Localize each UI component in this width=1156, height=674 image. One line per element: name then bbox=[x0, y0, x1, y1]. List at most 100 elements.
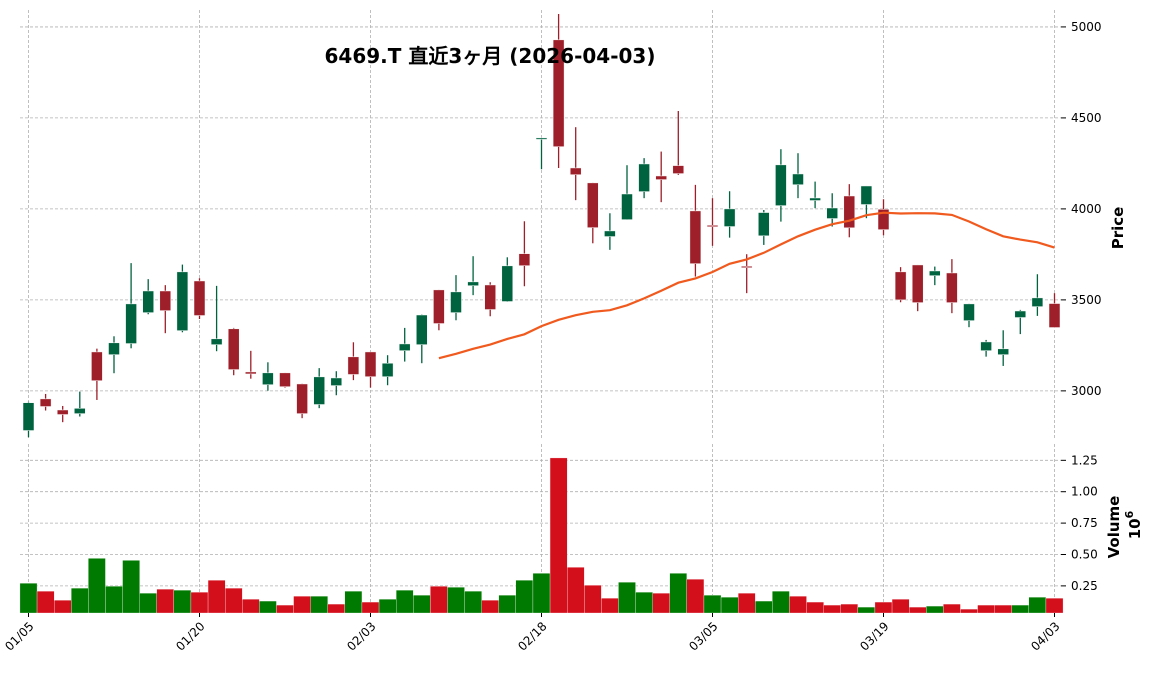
volume-tick-label: 1.25 bbox=[1071, 453, 1098, 467]
candle-body bbox=[296, 383, 308, 414]
candle bbox=[313, 368, 325, 409]
candle bbox=[125, 263, 137, 349]
volume-bar bbox=[293, 596, 311, 614]
candle-body bbox=[1014, 310, 1027, 318]
candle bbox=[416, 314, 428, 364]
volume-bar bbox=[139, 593, 157, 614]
candle-body bbox=[552, 39, 565, 147]
volume-bar bbox=[19, 583, 38, 614]
volume-bar bbox=[720, 597, 739, 614]
candle bbox=[980, 339, 992, 357]
candle bbox=[672, 110, 685, 175]
candle-body bbox=[860, 185, 873, 205]
volume-bar bbox=[344, 591, 363, 614]
candle-body bbox=[689, 210, 702, 264]
candle bbox=[364, 351, 377, 388]
candle bbox=[792, 153, 804, 199]
price-tick-label: 4500 bbox=[1071, 111, 1102, 125]
candle-body bbox=[262, 372, 274, 385]
volume-bar bbox=[703, 595, 722, 614]
volume-bar bbox=[310, 596, 328, 614]
x-tick-label: 03/05 bbox=[686, 619, 720, 653]
candle bbox=[210, 285, 223, 352]
candle bbox=[91, 348, 103, 400]
candle-body bbox=[22, 402, 35, 431]
candle bbox=[826, 193, 838, 227]
volume-bar bbox=[105, 586, 123, 614]
candle-body bbox=[501, 265, 514, 302]
candle-body bbox=[56, 409, 69, 415]
candle-body bbox=[245, 371, 257, 375]
candle-body bbox=[911, 264, 924, 303]
candle bbox=[963, 303, 975, 328]
candle bbox=[843, 184, 856, 238]
candle bbox=[227, 327, 240, 376]
volume-bar bbox=[960, 608, 978, 614]
volume-bar bbox=[430, 586, 448, 614]
candle-body bbox=[997, 348, 1009, 355]
candle bbox=[860, 185, 873, 219]
volume-bar bbox=[156, 588, 175, 614]
candle bbox=[706, 198, 719, 246]
candle-body bbox=[227, 328, 240, 370]
candle bbox=[1031, 274, 1044, 316]
candle bbox=[740, 254, 753, 294]
candle-body bbox=[330, 377, 343, 386]
candle-body bbox=[159, 290, 172, 311]
candle bbox=[587, 182, 599, 244]
candle-body bbox=[569, 167, 582, 175]
volume-bar bbox=[652, 593, 670, 614]
candle-body bbox=[347, 356, 360, 375]
volume-bar bbox=[54, 600, 72, 614]
volume-bar bbox=[549, 457, 568, 614]
volume-bar bbox=[823, 604, 841, 614]
candle bbox=[484, 282, 496, 317]
volume-bar bbox=[173, 589, 192, 614]
candle-body bbox=[877, 209, 890, 230]
candle-body bbox=[467, 281, 479, 286]
candle-body bbox=[1031, 297, 1044, 307]
volume-bar bbox=[567, 567, 585, 614]
candle-body bbox=[193, 280, 206, 316]
volume-bar bbox=[618, 582, 636, 614]
candle-body bbox=[91, 351, 103, 381]
candle-body bbox=[398, 343, 411, 351]
candle-body bbox=[416, 314, 428, 345]
volume-bar bbox=[242, 599, 260, 614]
candle bbox=[56, 405, 69, 423]
volume-bar bbox=[36, 591, 55, 614]
candle bbox=[929, 266, 941, 286]
price-tick-label: 4000 bbox=[1071, 202, 1102, 216]
volume-bar bbox=[481, 600, 499, 614]
volume-bar bbox=[909, 606, 927, 614]
volume-bar bbox=[977, 604, 995, 614]
candle-body bbox=[142, 290, 154, 313]
volume-bar bbox=[1028, 597, 1047, 614]
candle-body bbox=[740, 265, 753, 268]
candle bbox=[877, 199, 890, 236]
candle bbox=[655, 151, 667, 203]
x-tick-label: 01/20 bbox=[173, 619, 207, 653]
candle-body bbox=[826, 207, 838, 219]
volume-bar bbox=[515, 580, 534, 614]
volume-offset-base: 10 bbox=[1126, 518, 1144, 539]
candle bbox=[296, 383, 308, 419]
candle-body bbox=[433, 289, 445, 324]
candle bbox=[398, 327, 411, 362]
candle bbox=[108, 336, 120, 374]
volume-bar bbox=[464, 591, 482, 614]
candle bbox=[22, 401, 35, 438]
candle-body bbox=[125, 303, 137, 344]
candle-body bbox=[210, 338, 223, 345]
candle bbox=[552, 14, 565, 168]
chart-title: 6469.T 直近3ヶ月 (2026-04-03) bbox=[325, 44, 656, 68]
candle-body bbox=[706, 225, 719, 228]
candle-body bbox=[450, 291, 462, 313]
volume-bar bbox=[259, 600, 277, 614]
volume-bar bbox=[584, 585, 602, 614]
volume-bar bbox=[378, 599, 397, 614]
candle-body bbox=[775, 164, 787, 206]
candle bbox=[262, 362, 274, 391]
volume-bar bbox=[806, 601, 824, 614]
